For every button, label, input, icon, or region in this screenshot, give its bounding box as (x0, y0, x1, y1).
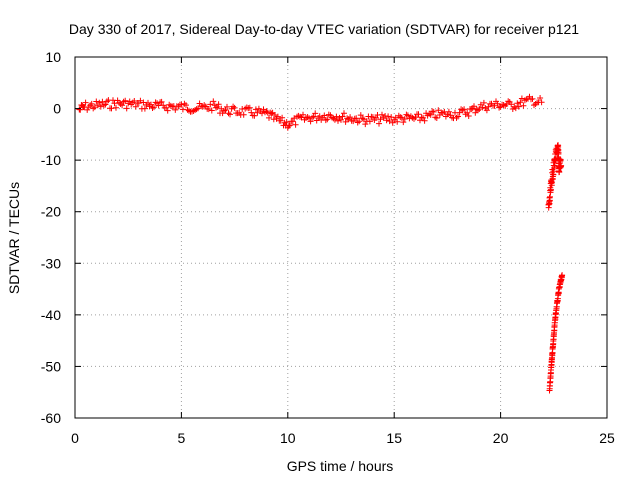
y-tick-label: 0 (53, 101, 61, 117)
y-axis: 10 0 -10 -20 -30 -40 -50 -60 (41, 49, 607, 426)
y-axis-label: SDTVAR / TECUs (6, 182, 22, 294)
y-tick-label: -40 (41, 307, 61, 323)
y-tick-label: -20 (41, 204, 61, 220)
chart-title: Day 330 of 2017, Sidereal Day-to-day VTE… (69, 21, 579, 37)
series-points (76, 93, 545, 131)
x-axis-label: GPS time / hours (287, 458, 394, 474)
x-axis: 0 5 10 15 20 25 (71, 57, 615, 446)
x-tick-label: 0 (71, 430, 79, 446)
x-tick-label: 15 (386, 430, 402, 446)
series-points (545, 142, 565, 211)
x-tick-label: 20 (493, 430, 509, 446)
grid (75, 57, 607, 418)
data-series (76, 93, 566, 394)
x-tick-label: 25 (599, 430, 615, 446)
series-points (546, 272, 566, 394)
y-tick-label: -60 (41, 410, 61, 426)
y-tick-label: 10 (45, 49, 61, 65)
x-tick-label: 5 (178, 430, 186, 446)
y-tick-label: -30 (41, 255, 61, 271)
y-tick-label: -50 (41, 358, 61, 374)
y-tick-label: -10 (41, 152, 61, 168)
x-tick-label: 10 (280, 430, 296, 446)
plot-border (74, 56, 608, 419)
